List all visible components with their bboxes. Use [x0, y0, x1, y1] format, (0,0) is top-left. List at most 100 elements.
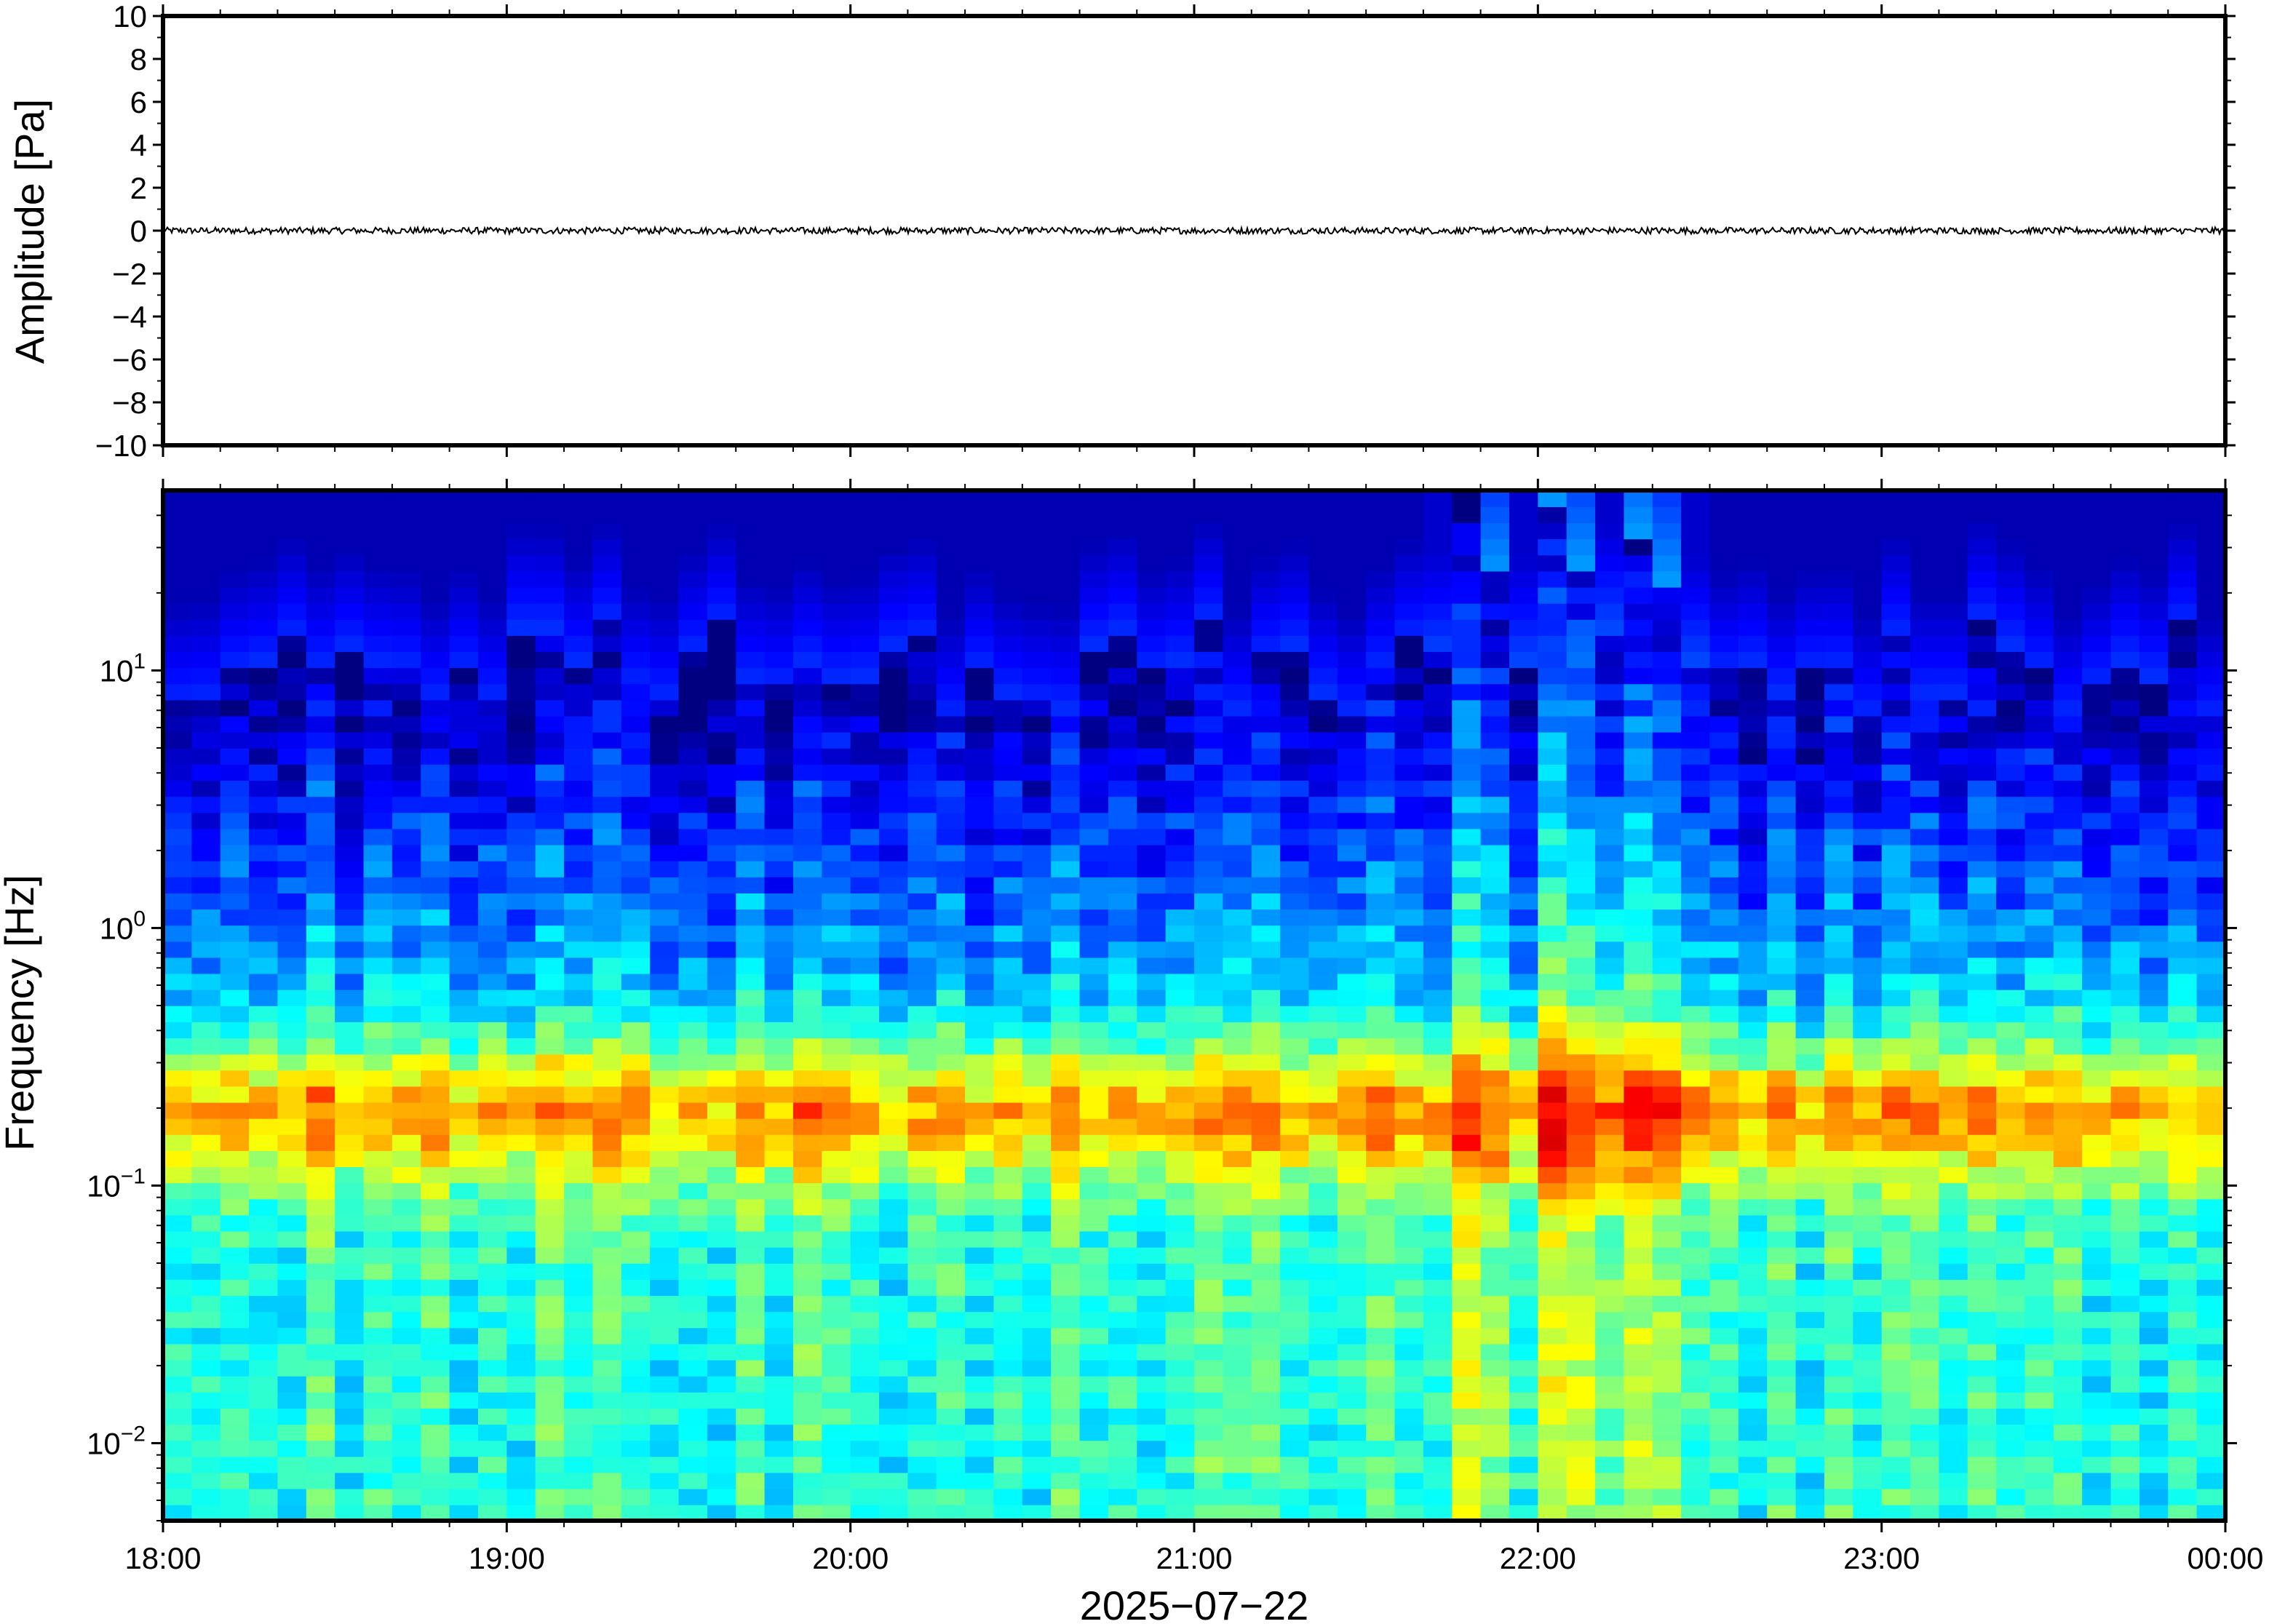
spectrogram-cell [1194, 1295, 1224, 1313]
spectrogram-cell [879, 1472, 909, 1489]
spectrogram-cell [707, 1279, 737, 1297]
spectrogram-cell [822, 1375, 851, 1393]
spectrogram-cell [2110, 1472, 2140, 1489]
spectrogram-cell [2168, 1504, 2198, 1521]
spectrogram-cell [1566, 877, 1596, 893]
spectrogram-cell [592, 699, 622, 717]
spectrogram-cell [2024, 748, 2054, 765]
spectrogram-cell [1910, 1134, 1940, 1151]
spectrogram-cell [1223, 1375, 1252, 1393]
spectrogram-cell [2168, 1279, 2198, 1297]
spectrogram-cell [592, 1392, 622, 1409]
spectrogram-cell [1767, 602, 1797, 620]
spectrogram-cell [993, 538, 1023, 556]
spectrogram-cell [1996, 1424, 2026, 1441]
spectrogram-cell [907, 1070, 937, 1087]
spectrogram-cell [707, 1295, 737, 1313]
spectrogram-cell [1480, 812, 1510, 829]
spectrogram-cell [535, 1134, 565, 1151]
spectrogram-cell [2053, 1440, 2083, 1457]
spectrogram-cell [277, 522, 307, 540]
spectrogram-cell [678, 1182, 708, 1200]
spectrogram-cell [1996, 602, 2026, 620]
spectrogram-cell [1681, 1086, 1711, 1103]
spectrogram-cell [1137, 1279, 1167, 1297]
spectrogram-cell [1767, 731, 1797, 749]
spectrogram-cell [1394, 667, 1424, 685]
spectrogram-cell [449, 1311, 479, 1329]
spectrogram-cell [1939, 1472, 1968, 1489]
spectrogram-cell [1910, 1022, 1940, 1039]
spectrogram-cell [1967, 1488, 1997, 1505]
spectrogram-cell [535, 1343, 565, 1361]
spectrogram-cell [1337, 1408, 1367, 1425]
spectrogram-cell [1881, 602, 1911, 620]
spectrogram-cell [2082, 989, 2112, 1006]
spectrogram-cell [277, 1440, 307, 1457]
spectrogram-cell [1939, 570, 1968, 588]
spectrogram-cell [850, 699, 880, 717]
spectrogram-cell [535, 635, 565, 653]
spectrogram-cell [678, 877, 708, 893]
spectrogram-cell [1079, 1134, 1109, 1151]
spectrogram-cell [1881, 1327, 1911, 1345]
spectrogram-cell [2053, 667, 2083, 685]
spectrogram-cell [249, 941, 279, 958]
spectrogram-cell [1280, 909, 1310, 926]
spectrogram-cell [1337, 1150, 1367, 1168]
spectrogram-cell [1738, 957, 1768, 974]
spectrogram-cell [1538, 554, 1567, 572]
spectrogram-cell [1022, 1488, 1052, 1505]
spectrogram-cell [1280, 844, 1310, 861]
spectrogram-cell [535, 780, 565, 797]
spectrogram-cell [993, 909, 1023, 926]
spectrogram-cell [2110, 748, 2140, 765]
spectrogram-cell [1910, 619, 1940, 636]
spectrogram-cell [1824, 1295, 1854, 1313]
spectrogram-cell [1337, 538, 1367, 556]
spectrogram-cell [163, 1166, 193, 1184]
spectrogram-cell [220, 1472, 250, 1489]
spectrogram-cell [822, 909, 851, 926]
spectrogram-cell [1280, 1054, 1310, 1071]
spectrogram-cell [822, 506, 851, 524]
spectrogram-cell [1137, 490, 1167, 507]
spectrogram-cell [822, 1070, 851, 1087]
spectrogram-cell [1337, 651, 1367, 669]
spectrogram-cell [306, 731, 335, 749]
spectrogram-cell [2082, 1102, 2112, 1119]
spectrogram-cell [1509, 1230, 1539, 1248]
spectrogram-cell [907, 796, 937, 813]
spectrogram-cell [1251, 1424, 1281, 1441]
spectrogram-cell [879, 1279, 909, 1297]
spectrogram-cell [2139, 812, 2169, 829]
spectrogram-cell [1624, 538, 1653, 556]
spectrogram-cell [592, 989, 622, 1006]
spectrogram-cell [678, 1311, 708, 1329]
spectrogram-cell [1022, 715, 1052, 733]
spectrogram-cell [1108, 651, 1138, 669]
spectrogram-cell [1967, 731, 1997, 749]
spectrogram-cell [2082, 1343, 2112, 1361]
spectrogram-cell [1738, 812, 1768, 829]
spectrogram-cell [1051, 619, 1081, 636]
spectrogram-cell [1853, 748, 1883, 765]
spectrogram-cell [1394, 973, 1424, 990]
spectrogram-cell [936, 812, 966, 829]
spectrogram-cell [650, 699, 680, 717]
spectrogram-cell [1079, 989, 1109, 1006]
spectrogram-cell [822, 780, 851, 797]
spectrogram-cell [1967, 1375, 1997, 1393]
spectrogram-cell [1939, 1086, 1968, 1103]
spectrogram-cell [1165, 780, 1195, 797]
spectrogram-cell [421, 490, 450, 507]
spectrogram-cell [1881, 586, 1911, 604]
spectrogram-cell [535, 1440, 565, 1457]
spectrogram-cell [449, 506, 479, 524]
spectrogram-cell [1538, 570, 1567, 588]
spectrogram-cell [449, 1198, 479, 1216]
spectrogram-cell [1108, 1343, 1138, 1361]
spectrogram-cell [191, 1134, 221, 1151]
spectrogram-cell [306, 506, 335, 524]
spectrogram-cell [1767, 570, 1797, 588]
